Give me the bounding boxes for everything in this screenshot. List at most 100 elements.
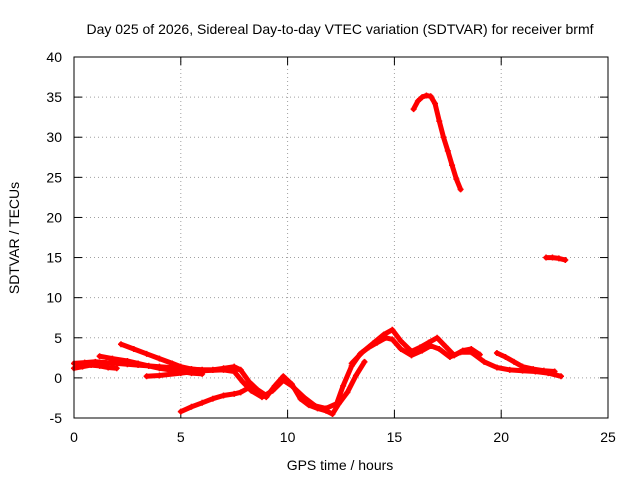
- data-point-arc6: [271, 382, 278, 389]
- data-point-arc6: [297, 395, 304, 402]
- data-point-arc2: [145, 362, 152, 369]
- data-point-arc4: [493, 364, 500, 371]
- data-point-arc6: [263, 394, 270, 401]
- data-point-arc10: [96, 362, 103, 369]
- data-point-arc5: [459, 347, 466, 354]
- y-tick-label: 0: [54, 370, 62, 386]
- data-point-arc5: [425, 339, 432, 346]
- data-point-arc6: [177, 408, 184, 415]
- y-tick-label: 40: [46, 49, 62, 65]
- data-point-arc5: [434, 334, 441, 341]
- data-point-arc6: [335, 400, 342, 407]
- data-point-arc4: [239, 378, 246, 385]
- x-tick-label: 0: [70, 429, 78, 445]
- y-tick-label: 35: [46, 89, 62, 105]
- data-marks: [71, 92, 569, 417]
- data-point-arc5: [476, 351, 483, 358]
- data-point-arc9: [555, 255, 562, 262]
- data-point-arc5: [380, 331, 387, 338]
- data-point-arc4: [220, 366, 227, 373]
- data-point-arc6: [220, 392, 227, 399]
- data-point-arc4: [397, 346, 404, 353]
- data-point-arc7: [453, 175, 460, 182]
- data-point-arc8: [519, 363, 526, 370]
- x-tick-labels: 0 5 10 15 20 25: [70, 429, 616, 445]
- data-point-arc6: [209, 395, 216, 402]
- data-point-arc6: [237, 389, 244, 396]
- data-point-arc4: [156, 372, 163, 379]
- x-tick-label: 25: [600, 429, 616, 445]
- chart-title: Day 025 of 2026, Sidereal Day-to-day VTE…: [86, 21, 593, 37]
- x-tick-label: 5: [177, 429, 185, 445]
- data-point-arc5: [348, 360, 355, 367]
- data-point-arc10: [88, 362, 95, 369]
- data-point-arc4: [143, 373, 150, 380]
- data-point-arc4: [199, 367, 206, 374]
- data-point-arc4: [446, 354, 453, 361]
- data-point-arc6: [280, 373, 287, 380]
- y-tick-label: -5: [50, 410, 63, 426]
- data-point-arc3: [130, 346, 137, 353]
- data-point-arc3: [117, 341, 124, 348]
- y-tick-labels: -5 0 5 10 15 20 25 30 35 40: [46, 49, 62, 426]
- data-point-arc7: [431, 100, 438, 107]
- data-point-arc2: [135, 360, 142, 367]
- series-line-arc5: [349, 327, 483, 366]
- data-point-arc6: [329, 410, 336, 417]
- data-point-arc9: [549, 254, 556, 261]
- data-point-arc7: [414, 98, 421, 105]
- x-tick-label: 10: [280, 429, 296, 445]
- data-point-arc4: [231, 368, 238, 375]
- y-tick-label: 15: [46, 250, 62, 266]
- data-point-arc6: [246, 384, 253, 391]
- data-point-arc6: [314, 405, 321, 412]
- data-point-arc7: [436, 118, 443, 125]
- data-point-arc10: [113, 365, 120, 372]
- series-line-arc9: [543, 255, 568, 263]
- data-point-arc5: [370, 340, 377, 347]
- data-point-arc6: [188, 403, 195, 410]
- y-tick-label: 10: [46, 290, 62, 306]
- data-point-arc8: [530, 366, 537, 373]
- data-point-arc7: [444, 147, 451, 154]
- data-point-arc5: [408, 348, 415, 355]
- series-line-arc6: [178, 359, 367, 417]
- data-point-arc3: [143, 350, 150, 357]
- data-point-arc6: [231, 390, 238, 397]
- data-point-arc5: [468, 346, 475, 353]
- data-point-arc9: [562, 256, 569, 263]
- y-tick-label: 25: [46, 169, 62, 185]
- data-point-arc9: [543, 254, 550, 261]
- data-point-arc7: [419, 94, 426, 101]
- data-point-arc4: [436, 346, 443, 353]
- data-point-arc6: [305, 402, 312, 409]
- data-point-arc4: [558, 373, 565, 380]
- data-point-arc5: [417, 344, 424, 351]
- y-tick-label: 5: [54, 330, 62, 346]
- grid-lines: [74, 57, 608, 418]
- data-point-arc10: [79, 363, 86, 370]
- y-tick-label: 30: [46, 129, 62, 145]
- data-point-arc7: [440, 134, 447, 141]
- data-point-arc6: [352, 372, 359, 379]
- x-axis-label: GPS time / hours: [287, 457, 394, 473]
- y-tick-label: 20: [46, 209, 62, 225]
- data-point-arc8: [551, 368, 558, 375]
- data-point-arc2: [96, 353, 103, 360]
- series-line-arc7: [411, 93, 464, 192]
- data-point-arc7: [423, 92, 430, 99]
- data-point-arc3: [169, 360, 176, 367]
- data-point-arc3: [237, 366, 244, 373]
- data-point-arc4: [506, 366, 513, 373]
- data-point-arc6: [344, 389, 351, 396]
- data-point-arc5: [389, 326, 396, 333]
- data-point-arc8: [493, 350, 500, 357]
- data-point-arc5: [397, 337, 404, 344]
- data-point-arc2: [156, 365, 163, 372]
- data-point-arc8: [540, 367, 547, 374]
- data-point-arc7: [410, 106, 417, 113]
- data-point-arc3: [246, 378, 253, 385]
- data-point-arc6: [323, 407, 330, 414]
- data-point-arc7: [457, 186, 464, 193]
